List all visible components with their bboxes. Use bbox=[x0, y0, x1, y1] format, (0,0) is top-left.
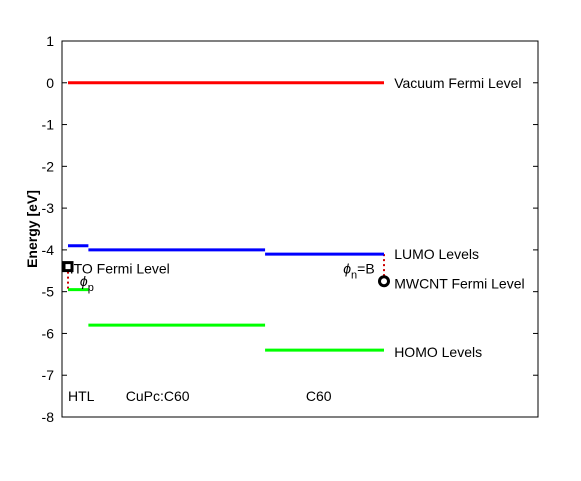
phi-n-label: ϕn=B bbox=[343, 261, 374, 282]
ito-fermi-marker bbox=[62, 261, 74, 273]
chart-marks bbox=[62, 81, 390, 352]
annotation-label: ITO Fermi Level bbox=[70, 261, 170, 277]
annotation-label: LUMO Levels bbox=[394, 246, 479, 262]
y-tick-label: -4 bbox=[42, 242, 55, 258]
phi-p-label: ϕp bbox=[80, 273, 94, 294]
y-axis-label: Energy [eV] bbox=[24, 190, 40, 268]
y-tick-label: -7 bbox=[42, 367, 55, 383]
y-tick-label: 0 bbox=[46, 75, 54, 91]
y-tick-label: -8 bbox=[42, 409, 55, 425]
chart-labels: Vacuum Fermi Level LUMO Levels ITO Fermi L… bbox=[68, 75, 525, 404]
y-tick-label: -2 bbox=[42, 158, 55, 174]
mwcnt-fermi-marker bbox=[378, 275, 390, 288]
plot-area bbox=[61, 40, 539, 418]
axes: 1 0 -1 -2 -3 -4 -5 -6 -7 -8 bbox=[42, 33, 538, 425]
y-tick-label: -1 bbox=[42, 117, 55, 133]
annotation-label: HOMO Levels bbox=[394, 344, 482, 360]
y-tick-label: 1 bbox=[46, 33, 54, 49]
annotation-label: Vacuum Fermi Level bbox=[394, 75, 521, 91]
y-tick-label: -3 bbox=[42, 200, 55, 216]
y-tick-label: -6 bbox=[42, 325, 55, 341]
annotation-label: HTL bbox=[68, 388, 95, 404]
annotation-label: CuPc:C60 bbox=[126, 388, 190, 404]
annotation-label: C60 bbox=[306, 388, 332, 404]
y-tick-label: -5 bbox=[42, 284, 55, 300]
annotation-label: MWCNT Fermi Level bbox=[394, 275, 524, 291]
